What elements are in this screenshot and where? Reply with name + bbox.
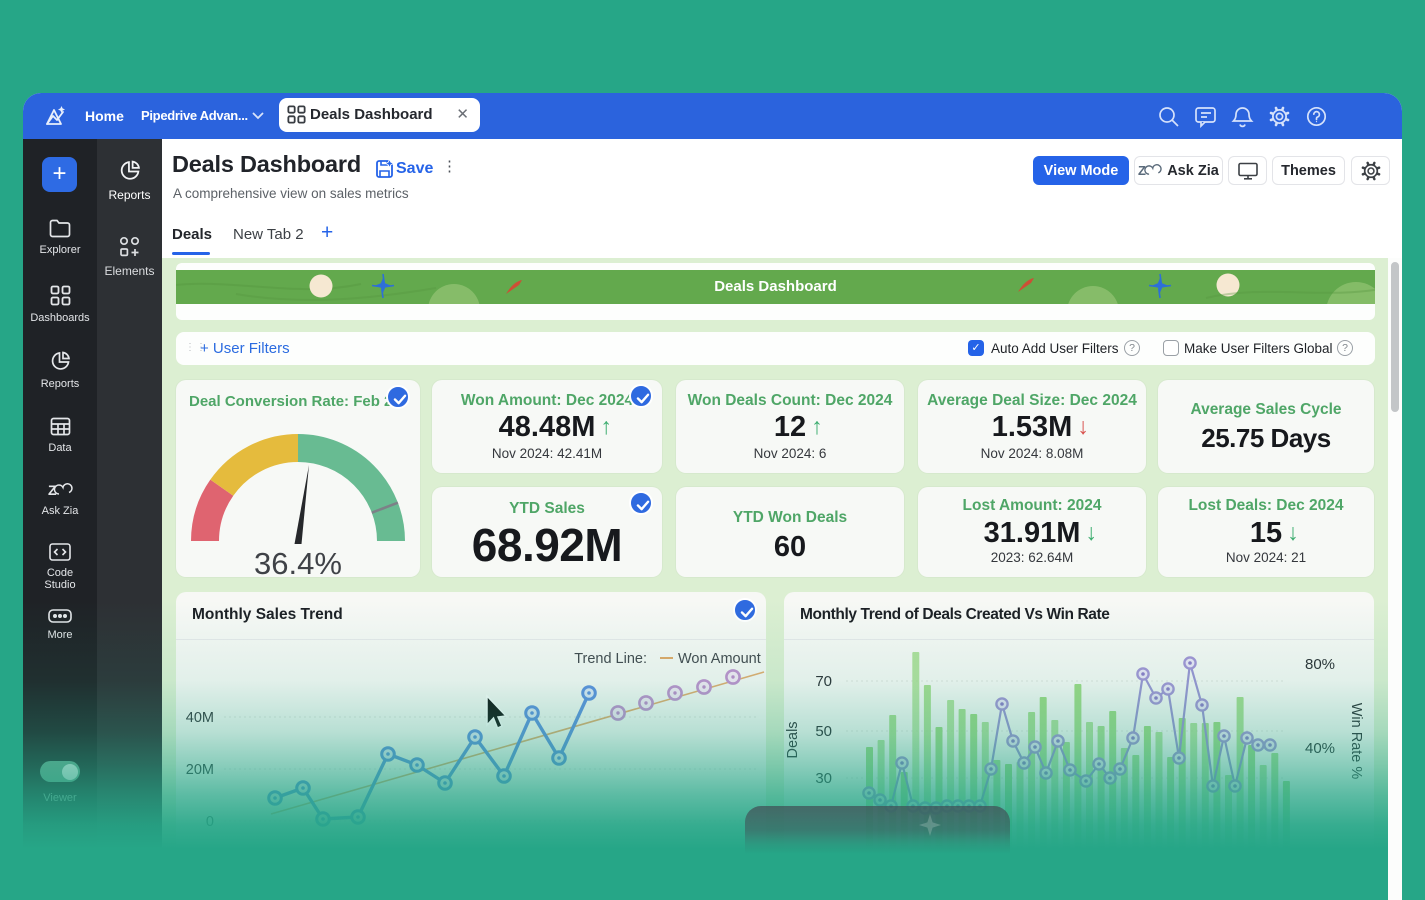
svg-text:Z: Z bbox=[48, 482, 57, 498]
svg-text:Z: Z bbox=[1138, 163, 1146, 178]
svg-text:50: 50 bbox=[815, 723, 832, 740]
svg-text:Win Rate %: Win Rate % bbox=[1348, 703, 1364, 780]
svg-text:36.4%: 36.4% bbox=[254, 546, 342, 577]
svg-text:30: 30 bbox=[815, 770, 832, 787]
svg-text:70: 70 bbox=[815, 673, 832, 690]
svg-text:Trend Line:: Trend Line: bbox=[574, 651, 647, 667]
svg-text:80%: 80% bbox=[1305, 656, 1335, 673]
svg-text:40%: 40% bbox=[1305, 740, 1335, 757]
svg-text:20M: 20M bbox=[186, 762, 214, 778]
svg-text:0: 0 bbox=[206, 814, 214, 830]
svg-text:Deals: Deals bbox=[785, 721, 801, 758]
svg-text:40M: 40M bbox=[186, 710, 214, 726]
svg-text:Won Amount: Won Amount bbox=[678, 651, 761, 667]
